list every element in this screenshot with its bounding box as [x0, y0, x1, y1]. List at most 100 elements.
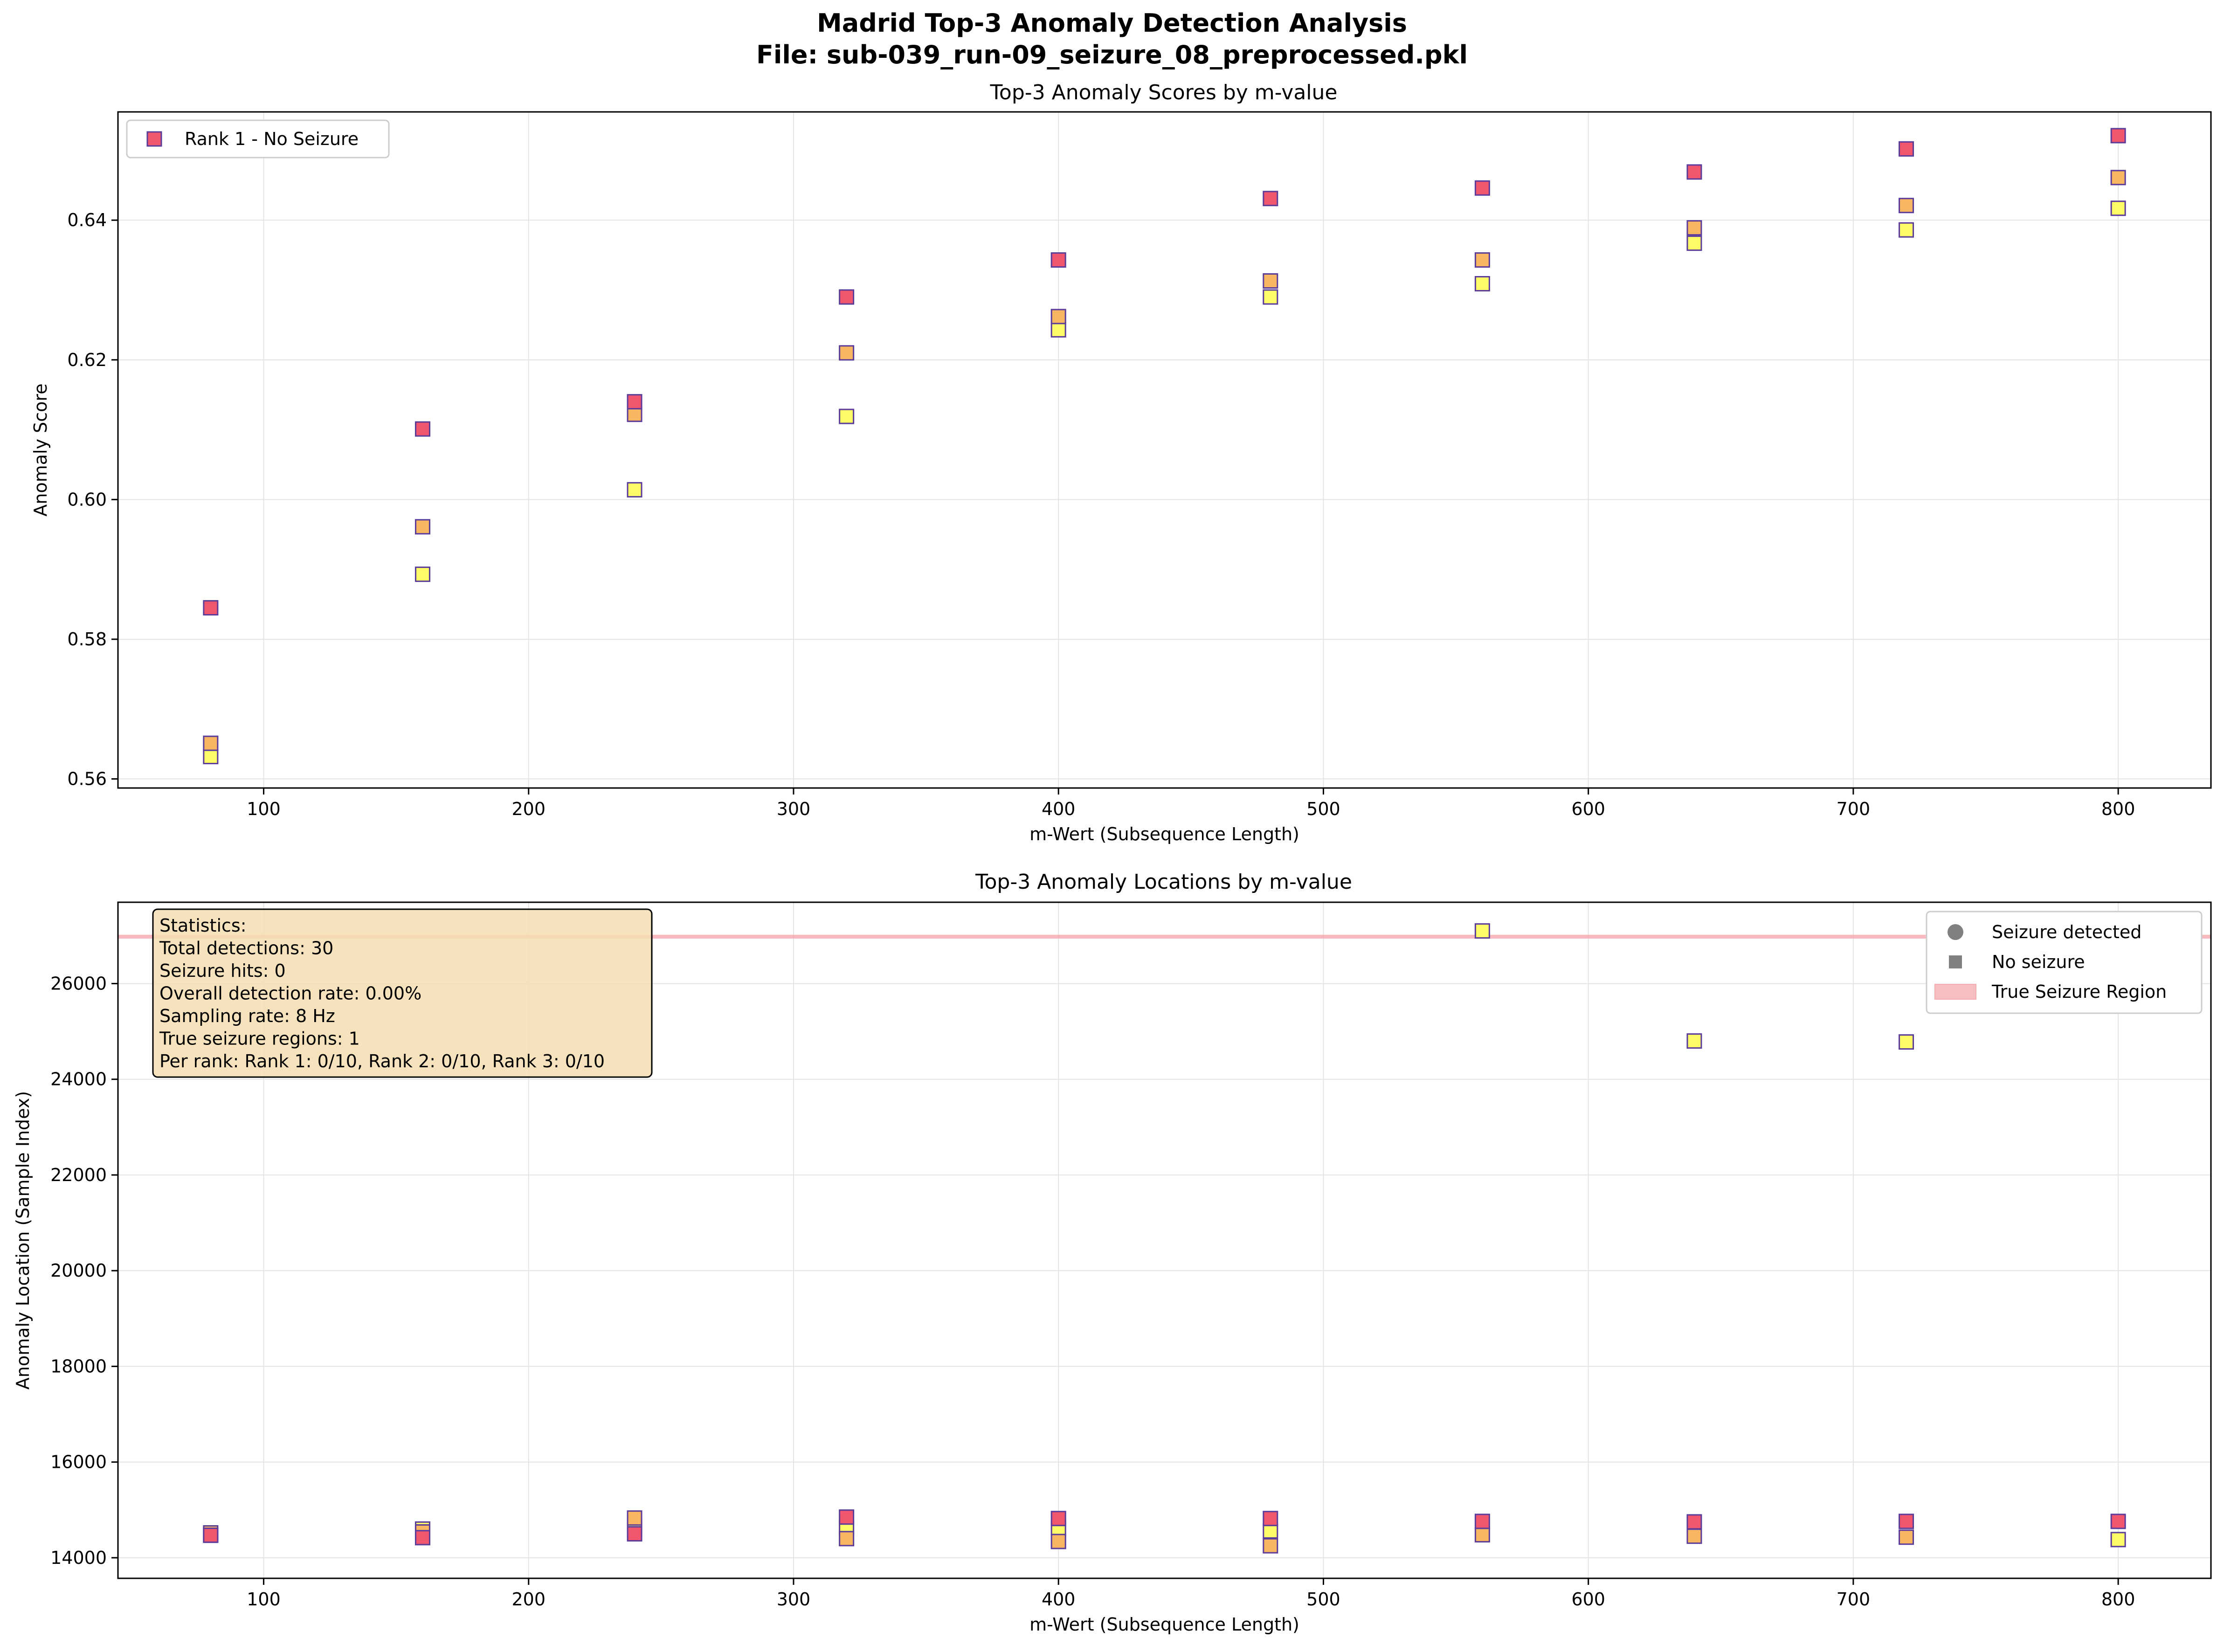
scores-x-axis-label: m-Wert (Subsequence Length): [1029, 824, 1299, 844]
locations-xtick-label: 100: [247, 1589, 281, 1610]
legend-square-marker: [1949, 955, 1962, 968]
locations-markers: [203, 923, 2126, 1554]
scores-y-ticks: 0.56 0.58 0.60 0.62 0.64: [67, 210, 118, 789]
locations-xtick-label: 300: [777, 1589, 811, 1610]
scores-rank3-marker: [203, 749, 219, 765]
scores-xtick-label: 800: [2101, 799, 2135, 819]
locations-rank2-marker: [1263, 1538, 1278, 1554]
scores-rank3-marker: [1899, 222, 1914, 238]
scores-rank2-marker: [1899, 198, 1914, 214]
scores-rank1-marker: [627, 394, 642, 410]
locations-ytick-label: 20000: [50, 1260, 107, 1281]
statistics-line: Total detections: 30: [159, 938, 333, 959]
scores-rank2-marker: [2110, 170, 2126, 186]
locations-xtick-label: 800: [2101, 1589, 2135, 1610]
scores-rank1-marker: [1050, 252, 1066, 268]
scores-xtick-label: 600: [1571, 799, 1605, 819]
locations-rank3-marker: [1686, 1033, 1702, 1049]
scores-xtick-label: 500: [1306, 799, 1340, 819]
figure-title-line1: Madrid Top-3 Anomaly Detection Analysis: [817, 8, 1407, 38]
scores-rank2-marker: [414, 519, 430, 535]
locations-rank1-marker: [2110, 1514, 2126, 1529]
scores-x-ticks: 100 200 300 400 500 600 700 800: [247, 788, 2135, 819]
statistics-line: Overall detection rate: 0.00%: [159, 983, 421, 1004]
locations-ytick-label: 24000: [50, 1069, 107, 1090]
locations-xtick-label: 200: [511, 1589, 546, 1610]
locations-ytick-label: 14000: [50, 1548, 107, 1568]
locations-rank1-marker: [203, 1528, 219, 1543]
locations-rank2-marker: [1686, 1528, 1702, 1544]
locations-rank3-marker: [1474, 923, 1490, 939]
scores-rank2-marker: [1263, 273, 1278, 289]
statistics-line: Sampling rate: 8 Hz: [159, 1006, 335, 1026]
locations-rank2-marker: [1474, 1527, 1490, 1543]
locations-ytick-label: 18000: [50, 1356, 107, 1376]
scores-rank3-marker: [839, 408, 855, 424]
scores-rank3-marker: [1474, 276, 1490, 291]
locations-xtick-label: 700: [1837, 1589, 1871, 1610]
scores-ytick-label: 0.60: [67, 489, 107, 510]
locations-rank1-marker: [1899, 1514, 1914, 1529]
legend-circle-marker: [1948, 924, 1963, 940]
scores-xtick-label: 700: [1837, 799, 1871, 819]
scores-ytick-label: 0.62: [67, 350, 107, 370]
scores-xtick-label: 300: [777, 799, 811, 819]
scores-panel: Top-3 Anomaly Scores by m-value 100 200 30…: [30, 81, 2212, 844]
scores-rank1-marker: [203, 600, 219, 616]
scores-ytick-label: 0.64: [67, 210, 107, 230]
scores-rank1-marker: [1263, 191, 1278, 207]
locations-y-ticks: 14000 16000 18000 20000 22000 24000 26000: [50, 973, 118, 1568]
scores-xtick-label: 100: [247, 799, 281, 819]
scores-rank2-marker: [839, 345, 855, 361]
scores-rank2-marker: [1474, 252, 1490, 268]
locations-rank2-marker: [627, 1510, 642, 1526]
scores-rank2-marker: [203, 735, 219, 751]
scores-legend: Rank 1 - No Seizure: [126, 119, 390, 159]
statistics-line: Per rank: Rank 1: 0/10, Rank 2: 0/10, Ra…: [159, 1051, 605, 1071]
locations-legend-label: Seizure detected: [1992, 922, 2141, 942]
scores-markers: [203, 128, 2126, 765]
scores-rank3-marker: [414, 567, 430, 582]
scores-grid: [118, 112, 2211, 788]
locations-xtick-label: 500: [1306, 1589, 1340, 1610]
locations-ytick-label: 16000: [50, 1452, 107, 1472]
scores-ytick-label: 0.58: [67, 629, 107, 650]
figure-title-line2: File: sub-039_run-09_seizure_08_preproce…: [756, 40, 1468, 69]
scores-rank1-marker: [1899, 141, 1914, 157]
locations-rank1-marker: [1474, 1514, 1490, 1529]
locations-rank2-marker: [839, 1531, 855, 1547]
true-seizure-region-band: [118, 934, 2211, 939]
scores-rank3-marker: [1263, 289, 1278, 305]
locations-rank1-marker: [1263, 1511, 1278, 1527]
locations-rank3-marker: [2110, 1532, 2126, 1548]
locations-x-axis-label: m-Wert (Subsequence Length): [1029, 1614, 1299, 1635]
statistics-line: Seizure hits: 0: [159, 961, 286, 981]
locations-rank1-marker: [839, 1509, 855, 1525]
statistics-box-background: [152, 908, 653, 1078]
locations-rank3-marker: [1263, 1523, 1278, 1539]
locations-y-axis-label: Anomaly Location (Sample Index): [13, 1091, 33, 1389]
scores-rank2-marker: [1686, 220, 1702, 236]
scores-legend-marker: [146, 131, 162, 147]
locations-seizure-region: [118, 934, 2211, 939]
scores-rank3-marker: [1686, 235, 1702, 251]
scores-rank1-marker: [1474, 180, 1490, 196]
locations-rank1-marker: [627, 1526, 642, 1542]
locations-x-ticks: 100 200 300 400 500 600 700 800: [247, 1578, 2135, 1610]
statistics-line: True seizure regions: 1: [159, 1029, 360, 1049]
locations-rank1-marker: [414, 1530, 430, 1546]
scores-rank1-marker: [1686, 164, 1702, 180]
scores-legend-box: [126, 119, 390, 159]
scores-y-axis-label: Anomaly Score: [30, 383, 51, 516]
locations-legend-box: [1926, 911, 2203, 1014]
scores-rank3-marker: [2110, 200, 2126, 216]
scores-panel-title: Top-3 Anomaly Scores by m-value: [990, 81, 1338, 104]
locations-rank1-marker: [1050, 1511, 1066, 1527]
locations-rank3-marker: [1899, 1034, 1914, 1050]
scores-rank1-marker: [414, 421, 430, 437]
scores-rank2-marker: [627, 407, 642, 422]
scores-rank1-marker: [839, 289, 855, 305]
locations-panel: Top-3 Anomaly Locations by m-value 100 20…: [13, 870, 2212, 1635]
